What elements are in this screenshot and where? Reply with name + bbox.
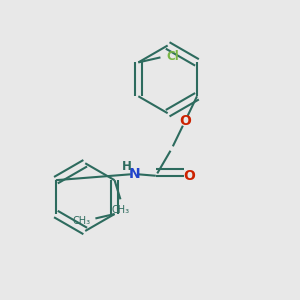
Text: CH₃: CH₃	[111, 205, 130, 215]
Text: O: O	[179, 114, 191, 128]
Text: O: O	[184, 169, 196, 183]
Text: H: H	[122, 160, 132, 173]
Text: N: N	[129, 167, 140, 181]
Text: CH₃: CH₃	[73, 216, 91, 226]
Text: Cl: Cl	[166, 50, 179, 63]
